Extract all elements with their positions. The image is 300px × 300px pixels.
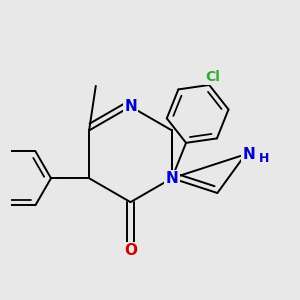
Text: N: N (166, 171, 178, 186)
Text: N: N (124, 99, 137, 114)
Text: Cl: Cl (205, 70, 220, 84)
Text: N: N (243, 147, 255, 162)
Text: O: O (124, 243, 137, 258)
Text: H: H (259, 152, 270, 165)
